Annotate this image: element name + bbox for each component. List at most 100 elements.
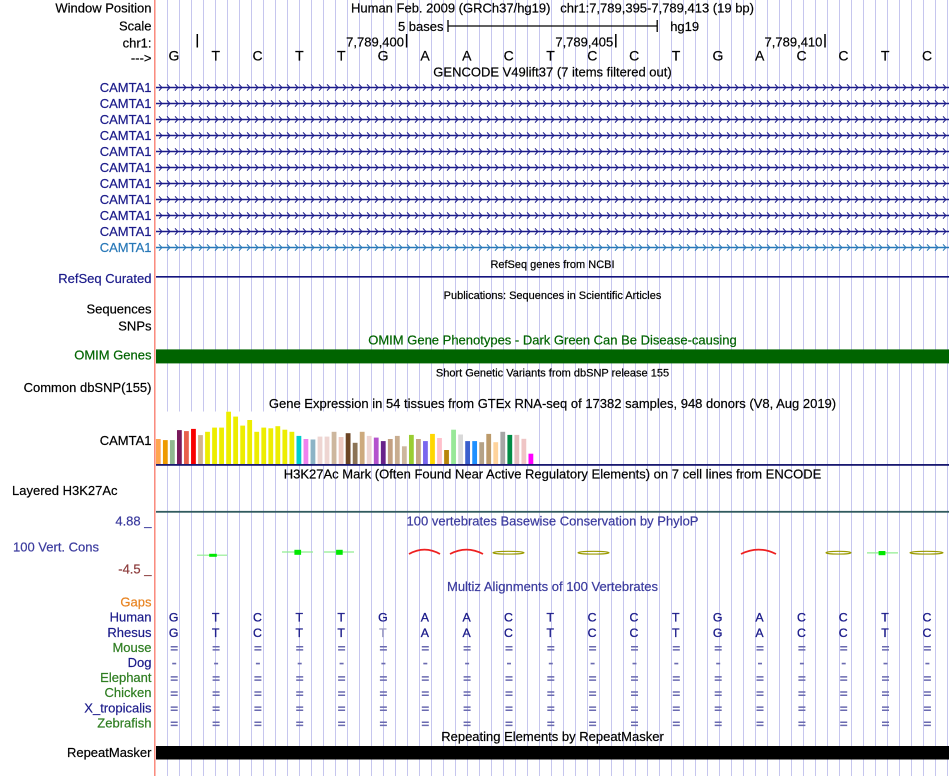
svg-text:chr1:7,789,395-7,789,413 (19 b: chr1:7,789,395-7,789,413 (19 bp) <box>560 1 754 16</box>
svg-text:Gaps: Gaps <box>120 595 152 610</box>
svg-text:C: C <box>630 626 639 640</box>
svg-text:4.88 _: 4.88 _ <box>115 514 152 529</box>
svg-text:C: C <box>630 611 639 625</box>
svg-text:7,789,405: 7,789,405 <box>555 35 613 50</box>
svg-text:C: C <box>797 48 807 64</box>
svg-text:T: T <box>212 611 220 625</box>
svg-text:100 Vert. Cons: 100 Vert. Cons <box>13 540 99 555</box>
svg-text:Sequences: Sequences <box>86 302 152 317</box>
svg-text:T: T <box>295 48 304 64</box>
svg-text:T: T <box>212 48 221 64</box>
svg-text:A: A <box>755 611 764 625</box>
svg-text:C: C <box>797 626 806 640</box>
svg-text:A: A <box>462 611 471 625</box>
svg-text:T: T <box>547 611 555 625</box>
svg-text:H3K27Ac Mark (Often Found Near: H3K27Ac Mark (Often Found Near Active Re… <box>284 467 822 482</box>
svg-text:Short Genetic Variants from db: Short Genetic Variants from dbSNP releas… <box>436 367 669 379</box>
svg-text:OMIM Genes: OMIM Genes <box>74 348 152 363</box>
svg-text:Window Position: Window Position <box>55 1 151 16</box>
svg-text:5 bases: 5 bases <box>398 19 444 34</box>
svg-text:C: C <box>922 626 931 640</box>
svg-text:Multiz Alignments of 100 Verte: Multiz Alignments of 100 Vertebrates <box>447 579 659 594</box>
svg-text:Chicken: Chicken <box>105 685 152 700</box>
svg-text:A: A <box>421 626 430 640</box>
svg-text:A: A <box>755 626 764 640</box>
svg-text:T: T <box>337 48 346 64</box>
svg-text:C: C <box>253 48 263 64</box>
svg-text:T: T <box>295 626 303 640</box>
svg-text:G: G <box>169 626 179 640</box>
svg-text:Repeating Elements by RepeatMa: Repeating Elements by RepeatMasker <box>441 729 664 744</box>
svg-text:A: A <box>420 48 430 64</box>
svg-text:chr1:: chr1: <box>123 36 152 51</box>
svg-text:Zebrafish: Zebrafish <box>97 715 151 730</box>
svg-text:CAMTA1: CAMTA1 <box>100 192 152 207</box>
svg-text:RefSeq Curated: RefSeq Curated <box>58 271 151 286</box>
svg-text:CAMTA1: CAMTA1 <box>100 224 152 239</box>
svg-text:G: G <box>378 48 389 64</box>
svg-text:G: G <box>169 611 179 625</box>
svg-text:C: C <box>629 48 639 64</box>
svg-text:CAMTA1: CAMTA1 <box>100 433 152 448</box>
svg-text:Human: Human <box>110 610 152 625</box>
svg-text:X_tropicalis: X_tropicalis <box>84 700 152 715</box>
svg-text:SNPs: SNPs <box>118 319 152 334</box>
svg-text:C: C <box>504 611 513 625</box>
svg-text:CAMTA1: CAMTA1 <box>100 160 152 175</box>
svg-text:C: C <box>922 48 932 64</box>
svg-text:C: C <box>588 611 597 625</box>
svg-text:T: T <box>881 626 889 640</box>
svg-text:C: C <box>838 48 848 64</box>
svg-text:Common dbSNP(155): Common dbSNP(155) <box>24 380 152 395</box>
svg-text:C: C <box>504 626 513 640</box>
svg-text:--->: ---> <box>131 51 152 66</box>
svg-text:C: C <box>253 626 262 640</box>
svg-text:CAMTA1: CAMTA1 <box>100 176 152 191</box>
svg-text:Elephant: Elephant <box>100 670 152 685</box>
svg-text:G: G <box>168 48 179 64</box>
svg-text:C: C <box>797 611 806 625</box>
svg-text:T: T <box>337 611 345 625</box>
svg-text:T: T <box>672 48 681 64</box>
svg-text:T: T <box>881 48 890 64</box>
svg-text:Rhesus: Rhesus <box>107 625 152 640</box>
svg-text:CAMTA1: CAMTA1 <box>100 80 152 95</box>
svg-text:OMIM Gene Phenotypes - Dark Gr: OMIM Gene Phenotypes - Dark Green Can Be… <box>368 332 737 347</box>
svg-text:CAMTA1: CAMTA1 <box>100 112 152 127</box>
svg-text:A: A <box>462 48 472 64</box>
svg-text:C: C <box>587 48 597 64</box>
svg-text:CAMTA1: CAMTA1 <box>100 144 152 159</box>
svg-text:hg19: hg19 <box>670 19 699 34</box>
svg-text:CAMTA1: CAMTA1 <box>100 240 152 255</box>
svg-text:RepeatMasker: RepeatMasker <box>67 745 152 760</box>
svg-text:Layered H3K27Ac: Layered H3K27Ac <box>12 483 118 498</box>
svg-text:G: G <box>378 611 388 625</box>
svg-text:Human Feb. 2009 (GRCh37/hg19): Human Feb. 2009 (GRCh37/hg19) <box>351 1 550 16</box>
svg-text:C: C <box>504 48 514 64</box>
svg-text:7,789,400: 7,789,400 <box>346 35 404 50</box>
svg-text:Dog: Dog <box>128 655 152 670</box>
svg-text:G: G <box>713 626 723 640</box>
svg-text:A: A <box>755 48 765 64</box>
svg-text:Publications: Sequences in Sci: Publications: Sequences in Scientific Ar… <box>444 290 662 302</box>
svg-text:T: T <box>337 626 345 640</box>
svg-text:Scale: Scale <box>119 19 152 34</box>
svg-text:C: C <box>588 626 597 640</box>
svg-text:G: G <box>713 611 723 625</box>
svg-text:T: T <box>546 48 555 64</box>
svg-text:C: C <box>839 611 848 625</box>
svg-text:T: T <box>672 626 680 640</box>
svg-text:CAMTA1: CAMTA1 <box>100 208 152 223</box>
svg-text:G: G <box>712 48 723 64</box>
svg-text:Gene Expression in 54 tissues: Gene Expression in 54 tissues from GTEx … <box>269 396 836 411</box>
svg-text:100 vertebrates Basewise Conse: 100 vertebrates Basewise Conservation by… <box>407 514 699 529</box>
svg-text:T: T <box>881 611 889 625</box>
svg-text:C: C <box>253 611 262 625</box>
svg-text:7,789,410: 7,789,410 <box>765 35 823 50</box>
svg-text:-4.5 _: -4.5 _ <box>118 562 152 577</box>
svg-text:GENCODE V49lift37 (7 items fil: GENCODE V49lift37 (7 items filtered out) <box>433 65 671 80</box>
svg-text:C: C <box>839 626 848 640</box>
svg-text:T: T <box>672 611 680 625</box>
svg-text:RefSeq genes from NCBI: RefSeq genes from NCBI <box>490 259 614 271</box>
svg-text:T: T <box>212 626 220 640</box>
